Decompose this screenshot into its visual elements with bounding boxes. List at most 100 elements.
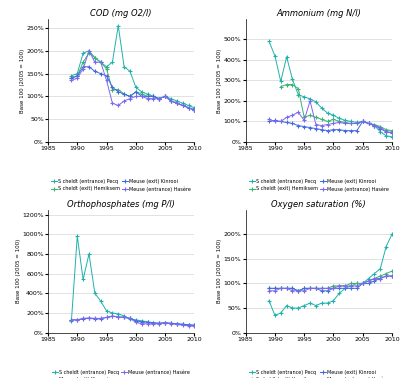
S cheldt (exit) Hemiksem: [272, 286, 277, 291]
S cheldt (entrance) Pecq: [278, 79, 283, 84]
S cheldt (entrance) Pecq: [151, 321, 156, 325]
Meuse (exit) Kinrooi: [86, 316, 91, 321]
Meuse (exit) Kinrooi: [110, 85, 115, 90]
S cheldt (exit) Hemiksem: [314, 115, 318, 119]
Line: Meuse (exit) Kinrooi: Meuse (exit) Kinrooi: [267, 118, 394, 135]
Meuse (entrance) Hasère: [290, 288, 295, 293]
Meuse (exit) Kinrooi: [366, 121, 371, 126]
S cheldt (entrance) Pecq: [69, 319, 74, 323]
Meuse (entrance) Hasère: [75, 318, 80, 322]
S cheldt (exit) Hemiksem: [349, 121, 354, 126]
S cheldt (exit) Hemiksem: [296, 86, 301, 91]
S cheldt (entrance) Pecq: [75, 234, 80, 239]
S cheldt (entrance) Pecq: [151, 94, 156, 99]
S cheldt (entrance) Pecq: [308, 97, 312, 101]
S cheldt (entrance) Pecq: [354, 281, 359, 286]
Meuse (entrance) Hasère: [86, 316, 91, 320]
S cheldt (exit) Hemiksem: [86, 51, 91, 55]
Meuse (exit) Kinrooi: [378, 276, 383, 281]
S cheldt (exit) Hemiksem: [360, 119, 365, 124]
S cheldt (entrance) Pecq: [192, 323, 197, 327]
S cheldt (exit) Hemiksem: [278, 286, 283, 291]
Meuse (entrance) Hasère: [366, 279, 371, 283]
Meuse (exit) Kinrooi: [390, 130, 394, 135]
S cheldt (exit) Hemiksem: [104, 67, 109, 71]
Meuse (entrance) Hasère: [81, 316, 86, 321]
S cheldt (exit) Hemiksem: [98, 60, 103, 65]
Meuse (entrance) Hasère: [267, 117, 272, 122]
Meuse (exit) Kinrooi: [272, 286, 277, 291]
Meuse (exit) Kinrooi: [98, 71, 103, 76]
Meuse (entrance) Hasère: [343, 121, 348, 126]
Meuse (entrance) Hasère: [296, 288, 301, 293]
S cheldt (entrance) Pecq: [139, 319, 144, 323]
Meuse (exit) Kinrooi: [302, 286, 306, 291]
Meuse (exit) Kinrooi: [296, 123, 301, 128]
S cheldt (entrance) Pecq: [267, 39, 272, 44]
Meuse (exit) Kinrooi: [366, 281, 371, 286]
S cheldt (exit) Hemiksem: [372, 276, 377, 281]
Meuse (entrance) Hasère: [349, 284, 354, 288]
Title: Ammonium (mg N/l): Ammonium (mg N/l): [276, 9, 361, 18]
S cheldt (entrance) Pecq: [343, 118, 348, 123]
S cheldt (entrance) Pecq: [134, 85, 138, 90]
Y-axis label: Base 100 (2005 = 100): Base 100 (2005 = 100): [217, 48, 222, 113]
Meuse (exit) Kinrooi: [186, 322, 191, 327]
Meuse (entrance) Hasère: [69, 318, 74, 322]
Meuse (entrance) Hasère: [290, 113, 295, 118]
Meuse (exit) Kinrooi: [290, 121, 295, 126]
Meuse (entrance) Hasère: [349, 121, 354, 126]
S cheldt (exit) Hemiksem: [319, 286, 324, 291]
Meuse (entrance) Hasère: [325, 286, 330, 291]
Meuse (entrance) Hasère: [139, 94, 144, 99]
Meuse (entrance) Hasère: [145, 96, 150, 101]
S cheldt (exit) Hemiksem: [378, 124, 383, 129]
Meuse (exit) Kinrooi: [157, 321, 162, 325]
Meuse (entrance) Hasère: [272, 119, 277, 124]
S cheldt (entrance) Pecq: [366, 121, 371, 126]
Meuse (exit) Kinrooi: [75, 318, 80, 322]
Meuse (exit) Kinrooi: [163, 94, 168, 99]
Meuse (entrance) Hasère: [139, 322, 144, 326]
S cheldt (exit) Hemiksem: [343, 284, 348, 288]
Meuse (exit) Kinrooi: [284, 120, 289, 125]
Meuse (entrance) Hasère: [378, 125, 383, 130]
Meuse (entrance) Hasère: [92, 316, 97, 321]
Y-axis label: Base 100 (2005 = 100): Base 100 (2005 = 100): [217, 239, 222, 303]
Meuse (entrance) Hasère: [360, 281, 365, 286]
Meuse (entrance) Hasère: [116, 314, 121, 319]
Meuse (exit) Kinrooi: [314, 286, 318, 291]
S cheldt (entrance) Pecq: [290, 306, 295, 310]
S cheldt (entrance) Pecq: [314, 303, 318, 308]
Meuse (exit) Kinrooi: [360, 281, 365, 286]
S cheldt (entrance) Pecq: [86, 252, 91, 256]
Meuse (exit) Kinrooi: [302, 124, 306, 129]
S cheldt (exit) Hemiksem: [302, 286, 306, 291]
Meuse (entrance) Hasère: [168, 99, 173, 103]
S cheldt (entrance) Pecq: [360, 281, 365, 286]
Meuse (exit) Kinrooi: [314, 126, 318, 131]
S cheldt (entrance) Pecq: [349, 119, 354, 124]
Meuse (exit) Kinrooi: [278, 286, 283, 291]
S cheldt (entrance) Pecq: [378, 266, 383, 271]
S cheldt (entrance) Pecq: [296, 93, 301, 97]
Legend: S cheldt (entrance) Pecq, S cheldt (exit) Hemiksem, Meuse (exit) Kinrooi, Meuse : S cheldt (entrance) Pecq, S cheldt (exit…: [249, 370, 388, 378]
Meuse (exit) Kinrooi: [168, 321, 173, 325]
Meuse (entrance) Hasère: [337, 120, 342, 125]
Meuse (exit) Kinrooi: [284, 286, 289, 291]
Meuse (exit) Kinrooi: [157, 96, 162, 101]
Meuse (entrance) Hasère: [110, 101, 115, 105]
Meuse (exit) Kinrooi: [390, 274, 394, 278]
Meuse (entrance) Hasère: [145, 322, 150, 326]
S cheldt (exit) Hemiksem: [360, 281, 365, 286]
Meuse (entrance) Hasère: [331, 121, 336, 126]
S cheldt (exit) Hemiksem: [366, 121, 371, 126]
Meuse (exit) Kinrooi: [192, 323, 197, 327]
S cheldt (exit) Hemiksem: [267, 286, 272, 291]
S cheldt (exit) Hemiksem: [331, 284, 336, 288]
Line: Meuse (exit) Kinrooi: Meuse (exit) Kinrooi: [69, 65, 196, 112]
Meuse (entrance) Hasère: [81, 67, 86, 71]
S cheldt (exit) Hemiksem: [325, 286, 330, 291]
S cheldt (entrance) Pecq: [139, 90, 144, 94]
S cheldt (entrance) Pecq: [145, 92, 150, 96]
